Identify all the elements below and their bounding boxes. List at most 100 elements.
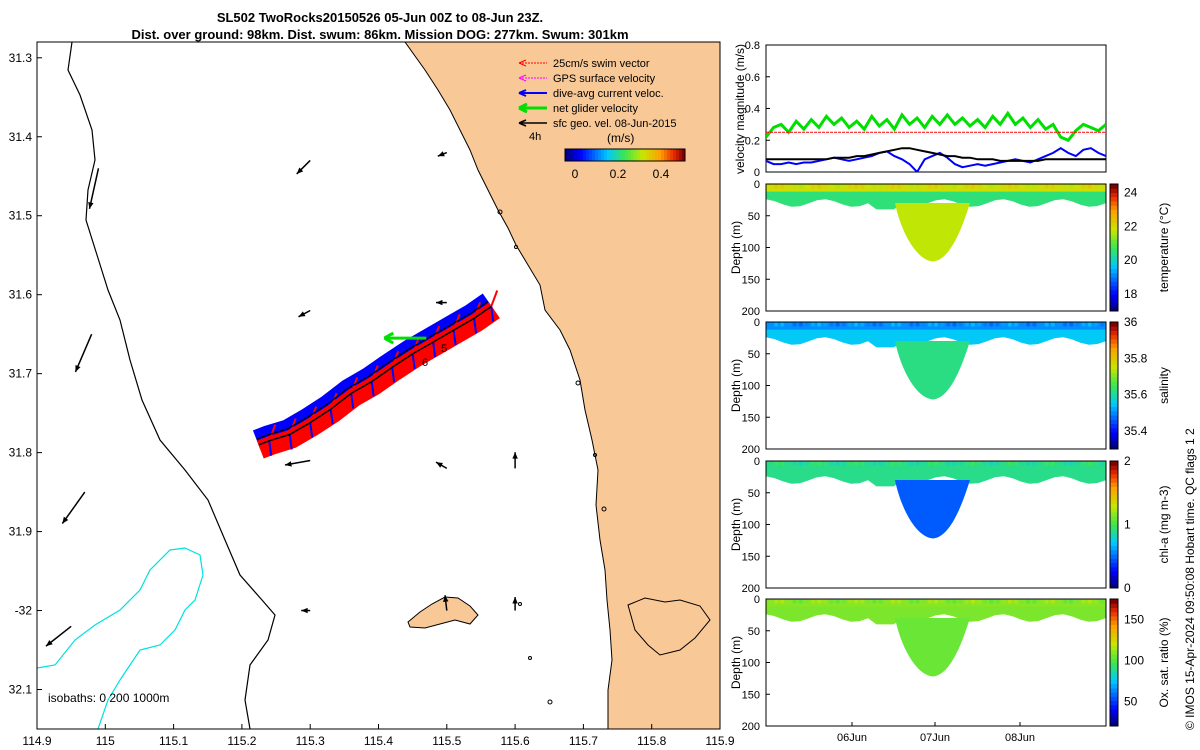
section-colorbar-cell	[1110, 205, 1118, 210]
section-sample	[1081, 322, 1086, 327]
section-sample	[835, 599, 840, 604]
map-ytick-label: 31.8	[9, 446, 33, 460]
map-ytick-label: 32.1	[9, 683, 33, 697]
section-sample	[1001, 322, 1006, 327]
section-colorbar-tick: 35.4	[1124, 424, 1148, 438]
section-colorbar-cell	[1110, 516, 1118, 521]
section-sample	[1075, 184, 1080, 189]
section-sample	[1062, 599, 1068, 604]
section-colorbar-cell	[1110, 649, 1118, 655]
colorbar-cell	[622, 149, 626, 161]
section-sample	[970, 322, 976, 327]
section-sample	[792, 599, 797, 604]
section-colorbar-tick: 18	[1124, 287, 1138, 301]
section-ytick-label: 50	[748, 211, 760, 223]
section-sample	[884, 184, 890, 189]
section-colorbar-cell	[1110, 260, 1118, 265]
section-colorbar-cell	[1110, 611, 1118, 617]
section-panel-4	[766, 599, 1106, 726]
map-panel: 6 5 114.9 115 115.1 115.2 115.3 115.4 115.5 115…	[9, 41, 735, 748]
map-ytick-label: 31.6	[9, 288, 33, 302]
section-colorbar-cell	[1110, 666, 1118, 672]
swim-vector	[329, 392, 338, 410]
section-ytick-label: 0	[754, 179, 760, 191]
colorbar-tick-1: 0.2	[610, 167, 627, 181]
section-sample	[989, 322, 994, 327]
section-sample	[1087, 322, 1092, 327]
section-sample	[952, 184, 957, 189]
section-sample	[1026, 184, 1031, 189]
section-colorbar-cell	[1110, 343, 1118, 348]
colorbar-cell	[595, 149, 599, 161]
section-sample	[786, 322, 791, 327]
section-sample	[1056, 461, 1062, 466]
section-sample	[982, 184, 988, 189]
current-vector	[473, 318, 478, 334]
velocity-series-line	[766, 110, 1106, 143]
section-sample	[816, 599, 822, 604]
section-colorbar-cell	[1110, 532, 1118, 538]
section-colorbar-cell	[1110, 188, 1118, 193]
section-sample	[872, 322, 877, 327]
section-sample	[847, 322, 853, 327]
section-sample	[804, 599, 810, 604]
velocity-series	[766, 110, 1106, 172]
legend-swim-head	[518, 59, 527, 67]
section-sample	[773, 461, 779, 466]
section-colorbar-tick: 35.6	[1124, 388, 1148, 402]
glider-track	[252, 290, 500, 459]
section-colorbar-cell	[1110, 432, 1118, 437]
section-colorbar-cell	[1110, 334, 1118, 340]
legend-gps-head	[518, 74, 527, 82]
section-ytick-label: 100	[742, 520, 760, 532]
section-sample	[989, 184, 994, 189]
colorbar-cell	[580, 149, 584, 161]
colorbar-cell	[613, 149, 617, 161]
section-sample	[927, 322, 933, 327]
section-colorbar-cell	[1110, 628, 1118, 634]
section-sample	[1013, 322, 1019, 327]
colorbar-cell	[643, 149, 647, 161]
section-sample	[1044, 184, 1049, 189]
isobath-200m	[67, 42, 276, 729]
section-panel-2	[766, 322, 1106, 449]
swim-vector	[391, 350, 400, 368]
section-sample	[1032, 599, 1037, 604]
section-sample	[1081, 461, 1086, 466]
section-colorbar-cell	[1110, 239, 1118, 244]
section-sample	[946, 599, 951, 604]
section-sample	[1062, 322, 1068, 327]
section-sample	[866, 461, 871, 466]
section-sample	[1001, 461, 1006, 466]
section-sample	[1069, 461, 1074, 466]
section-ylabel: Depth (m)	[729, 636, 743, 689]
section-sample	[1087, 461, 1092, 466]
section-sample	[933, 322, 939, 327]
section-sample	[939, 599, 945, 604]
section-colorbar-cell	[1110, 713, 1118, 719]
section-colorbar-cell	[1110, 486, 1118, 492]
section-colorbar-cell	[1110, 268, 1118, 274]
section-colorbar-cell	[1110, 372, 1118, 378]
map-ytick-label: 31.4	[9, 130, 33, 144]
section-sample	[976, 184, 982, 189]
section-sample	[1026, 322, 1031, 327]
section-sample	[958, 599, 963, 604]
section-colorbar-cell	[1110, 217, 1118, 223]
section-colorbar-cell	[1110, 558, 1118, 564]
section-colorbar-cell	[1110, 704, 1118, 710]
section-sample	[909, 461, 914, 466]
section-sample	[1075, 461, 1080, 466]
section-colorbar-cell	[1110, 575, 1118, 581]
section-colorbar-cell	[1110, 620, 1118, 625]
section-ytick-label: 0	[754, 456, 760, 468]
section-sample	[835, 322, 840, 327]
section-colorbar-cell	[1110, 528, 1118, 534]
section-sample	[786, 184, 791, 189]
map-xtick-label: 115.7	[569, 734, 598, 748]
colorbar-cell	[652, 149, 656, 161]
map-xtick-label: 114.9	[22, 734, 51, 748]
net-velocity-arrowhead	[383, 331, 395, 345]
section-ytick-label: 100	[742, 243, 760, 255]
section-sample	[1050, 599, 1056, 604]
